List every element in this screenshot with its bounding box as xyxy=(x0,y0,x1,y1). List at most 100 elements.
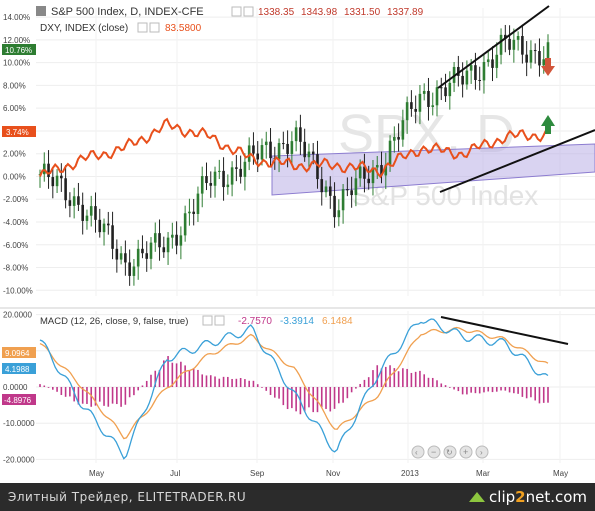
macd-settings-icon[interactable] xyxy=(214,315,225,326)
macd-layer xyxy=(39,318,549,460)
macd-histogram-bar xyxy=(197,369,199,387)
macd-hide-icon[interactable] xyxy=(202,315,213,326)
scroll-right-icon[interactable] xyxy=(475,445,489,459)
macd-histogram-bar xyxy=(295,387,297,412)
macd-histogram-bar xyxy=(427,377,430,387)
spx-candle xyxy=(350,190,353,196)
hide-series-icon[interactable] xyxy=(231,6,242,17)
spx-candle xyxy=(230,167,234,185)
spx-candle xyxy=(486,59,490,62)
macd-histogram-bar xyxy=(530,387,532,398)
spx-candle xyxy=(311,151,315,155)
regression-channel xyxy=(271,143,595,196)
spx-candle xyxy=(521,36,524,55)
macd-histogram-bar xyxy=(171,362,174,387)
x-tick-label: May xyxy=(89,469,104,478)
zoom-out-icon[interactable] xyxy=(427,445,441,459)
macd-histogram-bar xyxy=(312,387,315,413)
macd-histogram-bar xyxy=(188,371,191,387)
spx-candle xyxy=(153,233,157,243)
macd-histogram-bar xyxy=(244,379,246,387)
trend-line-upper xyxy=(437,5,550,89)
spx-candle xyxy=(299,127,302,142)
spx-candle xyxy=(55,175,59,187)
spx-candle xyxy=(303,141,306,158)
macd-histogram-bar xyxy=(444,385,447,387)
spx-candle xyxy=(111,225,114,249)
macd-histogram-bar xyxy=(521,387,524,397)
scroll-left-icon[interactable] xyxy=(411,445,425,459)
spx-candle xyxy=(60,175,63,179)
macd-histogram-bar xyxy=(235,378,238,387)
spx-candle xyxy=(427,90,430,107)
spx-candle xyxy=(252,145,255,154)
hide-dxy-icon[interactable] xyxy=(137,22,148,33)
spx-candle xyxy=(435,87,439,106)
macd-y-tick-label: 0.0000 xyxy=(3,383,28,392)
macd-histogram-bar xyxy=(145,380,148,387)
spx-candle xyxy=(175,234,178,246)
macd-histogram-bar xyxy=(205,375,208,387)
spx-candle xyxy=(243,161,247,177)
badge-dxy-text: 3.74% xyxy=(6,128,29,137)
macd-histogram-bar xyxy=(218,378,221,387)
macd-histogram-bar xyxy=(449,387,451,388)
spx-candle xyxy=(141,248,144,254)
spx-candle xyxy=(239,168,242,177)
macd-histogram-bar xyxy=(329,387,332,412)
spx-candle xyxy=(508,38,511,50)
badge-macd-hist-text: -4.8976 xyxy=(4,396,32,405)
macd-value-macd: -3.3914 xyxy=(280,316,314,327)
y-tick-label: 14.00% xyxy=(3,13,30,22)
spx-candle xyxy=(85,215,89,221)
macd-histogram-bar xyxy=(504,387,507,391)
spx-candle xyxy=(397,137,400,140)
macd-histogram-bar xyxy=(376,365,379,387)
main-title: S&P 500 Index, D, INDEX-CFE xyxy=(51,6,204,18)
dxy-settings-icon[interactable] xyxy=(149,22,160,33)
dxy-series-line xyxy=(39,117,549,179)
y-tick-label: 8.00% xyxy=(3,81,26,90)
spx-candle xyxy=(371,167,375,184)
svg-text:↻: ↻ xyxy=(446,448,453,457)
reset-icon[interactable] xyxy=(443,445,457,459)
spx-candle xyxy=(179,235,183,246)
arrow-down-icon xyxy=(541,58,555,76)
macd-histogram-bar xyxy=(86,387,88,404)
macd-value-signal: 6.1484 xyxy=(322,316,353,327)
svg-text:+: + xyxy=(463,447,468,457)
spx-candle xyxy=(375,165,379,168)
badge-macd-signal-text: 9.0964 xyxy=(5,349,30,358)
spx-candle xyxy=(410,102,413,109)
macd-histogram-bar xyxy=(419,370,421,387)
macd-histogram-bar xyxy=(436,380,438,387)
spx-candle xyxy=(264,141,268,146)
macd-histogram-bar xyxy=(81,387,84,404)
spx-candle xyxy=(341,189,345,211)
macd-histogram-bar xyxy=(384,366,387,387)
spx-candle xyxy=(393,137,396,141)
ohlc-open: 1338.35 xyxy=(258,7,295,18)
macd-histogram-bar xyxy=(141,385,144,387)
macd-histogram-bar xyxy=(393,368,396,387)
spx-candle xyxy=(448,82,452,97)
macd-histogram-bar xyxy=(402,368,404,387)
spx-candle xyxy=(42,163,46,175)
settings-icon[interactable] xyxy=(243,6,254,17)
x-tick-label: 2013 xyxy=(401,469,419,478)
x-tick-label: Sep xyxy=(250,469,265,478)
spx-candle xyxy=(222,170,225,188)
macd-histogram-bar xyxy=(103,387,105,406)
spx-candle xyxy=(196,193,200,214)
zoom-in-icon[interactable] xyxy=(459,445,473,459)
macd-histogram-bar xyxy=(325,387,327,409)
macd-histogram-bar xyxy=(342,387,344,403)
spx-candle xyxy=(64,178,67,201)
ohlc-close: 1337.89 xyxy=(387,7,424,18)
macd-histogram-bar xyxy=(154,370,157,387)
spx-candle xyxy=(414,108,417,112)
macd-histogram-bar xyxy=(239,378,242,387)
macd-histogram-bar xyxy=(56,387,58,392)
spx-candle xyxy=(418,93,422,112)
